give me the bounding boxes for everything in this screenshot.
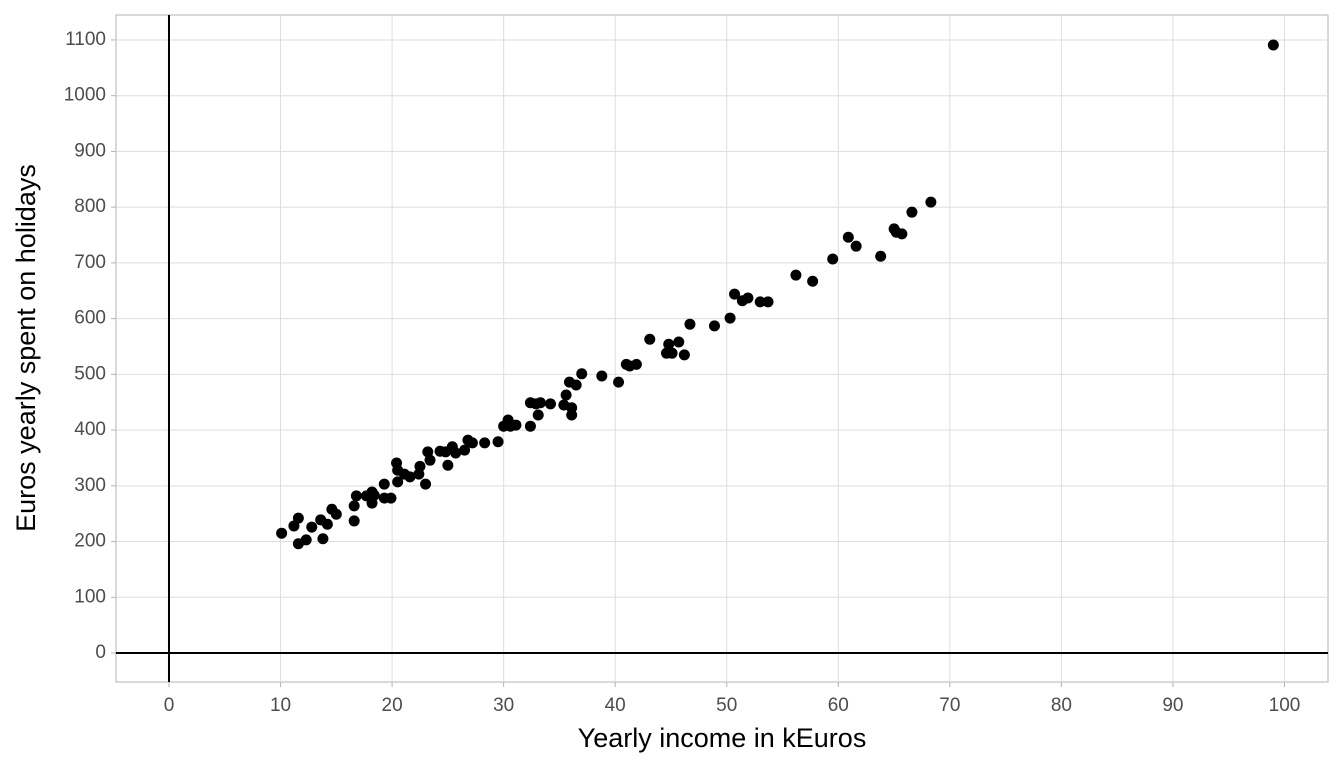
point [276, 527, 288, 539]
point [534, 397, 546, 409]
point [827, 253, 839, 265]
point [875, 250, 887, 262]
point [420, 478, 432, 490]
point [532, 409, 544, 421]
y-tick-label: 100 [74, 586, 106, 607]
y-tick-label: 0 [95, 642, 106, 663]
point [330, 508, 342, 520]
x-tick-label: 100 [1269, 695, 1301, 716]
point [906, 206, 918, 218]
point [724, 312, 736, 324]
y-tick-label: 600 [74, 308, 106, 329]
y-tick-label: 200 [74, 531, 106, 552]
x-tick-label: 60 [828, 695, 849, 716]
point [570, 379, 582, 391]
point [378, 478, 390, 490]
point [925, 196, 937, 208]
point [422, 446, 434, 458]
x-tick-label: 0 [164, 695, 175, 716]
point [404, 471, 416, 483]
point [566, 409, 578, 421]
point [317, 533, 329, 545]
point [576, 368, 588, 380]
point [673, 336, 685, 348]
point [896, 228, 908, 240]
point [613, 376, 625, 388]
point [684, 318, 696, 330]
point [762, 296, 774, 308]
x-tick-label: 50 [716, 695, 737, 716]
point [414, 460, 426, 472]
point [466, 437, 478, 449]
point [663, 338, 675, 350]
y-tick-label: 300 [74, 475, 106, 496]
y-tick-label: 800 [74, 196, 106, 217]
x-tick-label: 10 [270, 695, 291, 716]
point [306, 521, 318, 533]
x-tick-label: 80 [1051, 695, 1072, 716]
point [348, 515, 360, 527]
point [754, 296, 766, 308]
point [368, 489, 380, 501]
point [321, 518, 333, 530]
point [424, 454, 436, 466]
y-tick-label: 500 [74, 363, 106, 384]
y-tick-label: 700 [74, 252, 106, 273]
point [560, 389, 572, 401]
point [300, 534, 312, 546]
x-tick-label: 30 [493, 695, 514, 716]
point [450, 447, 462, 459]
x-tick-label: 90 [1162, 695, 1183, 716]
point [807, 275, 819, 287]
point [442, 459, 454, 471]
point [544, 398, 556, 410]
point [742, 292, 754, 304]
y-axis-title: Euros yearly spent on holidays [11, 164, 41, 532]
point [708, 320, 720, 332]
y-tick-label: 400 [74, 419, 106, 440]
point [292, 512, 304, 524]
point [492, 436, 504, 448]
point [392, 476, 404, 488]
x-tick-label: 20 [382, 695, 403, 716]
y-tick-label: 1100 [65, 29, 106, 50]
point [385, 492, 397, 504]
point [678, 349, 690, 361]
y-tick-label: 1000 [64, 85, 106, 106]
point [850, 240, 862, 252]
point [729, 288, 741, 300]
point [842, 231, 854, 243]
point [348, 500, 360, 512]
point [666, 347, 678, 359]
point [524, 420, 536, 432]
point [350, 490, 362, 502]
point [790, 269, 802, 281]
point [459, 444, 471, 456]
x-axis-title: Yearly income in kEuros [578, 723, 867, 753]
point [510, 419, 522, 431]
x-tick-label: 40 [605, 695, 626, 716]
point [479, 437, 491, 449]
point [630, 358, 642, 370]
plot-panel [115, 14, 1329, 683]
y-tick-label: 900 [74, 140, 106, 161]
point [644, 333, 656, 345]
point [596, 370, 608, 382]
point [1267, 39, 1279, 51]
x-tick-label: 70 [939, 695, 960, 716]
